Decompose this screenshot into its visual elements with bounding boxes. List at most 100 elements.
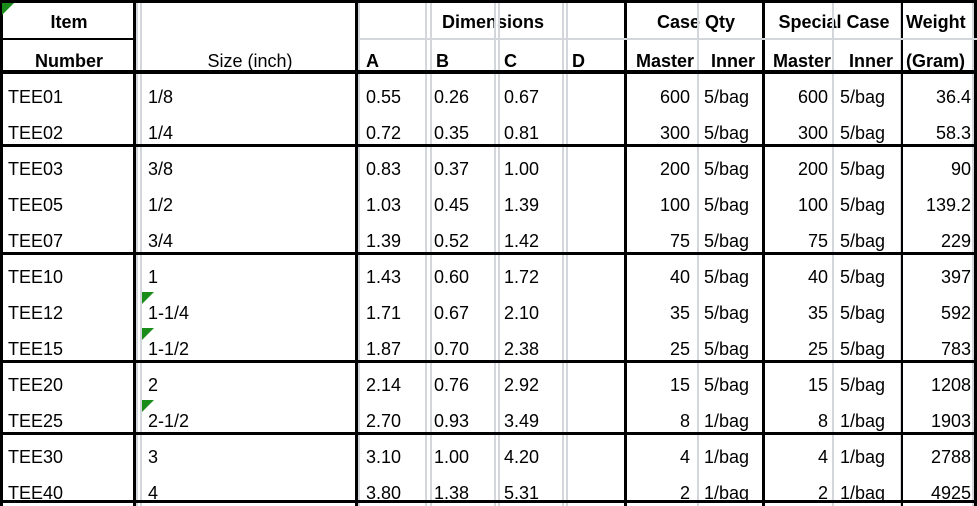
cell-size[interactable]: 3/8 <box>148 159 174 179</box>
cell-size[interactable]: 2-1/2 <box>148 411 190 431</box>
cell-inner[interactable]: 5/bag <box>704 267 750 287</box>
cell-inner[interactable]: 5/bag <box>704 375 750 395</box>
cell-weight[interactable]: 592 <box>940 303 971 323</box>
cell-item[interactable]: TEE40 <box>8 483 64 503</box>
cell-master[interactable]: 4 <box>679 447 690 467</box>
cell-weight[interactable]: 139.2 <box>925 195 971 215</box>
cell-item[interactable]: TEE12 <box>8 303 64 323</box>
cell-dim-c[interactable]: 2.38 <box>504 339 540 359</box>
cell-special-master[interactable]: 100 <box>797 195 828 215</box>
cell-size[interactable]: 3/4 <box>148 231 174 251</box>
cell-dim-c[interactable]: 5.31 <box>504 483 540 503</box>
cell-item[interactable]: TEE05 <box>8 195 64 215</box>
cell-dim-c[interactable]: 1.39 <box>504 195 540 215</box>
cell-item[interactable]: TEE07 <box>8 231 64 251</box>
cell-weight[interactable]: 2788 <box>930 447 971 467</box>
header-number[interactable]: Number <box>34 51 103 71</box>
comment-marker-icon[interactable] <box>142 292 154 304</box>
cell-dim-a[interactable]: 2.14 <box>366 375 402 395</box>
cell-dim-a[interactable]: 2.70 <box>366 411 402 431</box>
cell-inner[interactable]: 5/bag <box>704 159 750 179</box>
cell-dim-c[interactable]: 3.49 <box>504 411 540 431</box>
cell-special-inner[interactable]: 5/bag <box>840 303 886 323</box>
header-dimensions[interactable]: Dimensions <box>441 12 545 32</box>
cell-dim-b[interactable]: 0.37 <box>434 159 470 179</box>
cell-dim-b[interactable]: 1.38 <box>434 483 470 503</box>
cell-master[interactable]: 2 <box>679 483 690 503</box>
cell-dim-a[interactable]: 0.72 <box>366 123 402 143</box>
cell-item[interactable]: TEE03 <box>8 159 64 179</box>
cell-special-inner[interactable]: 1/bag <box>840 483 886 503</box>
cell-master[interactable]: 100 <box>659 195 690 215</box>
cell-dim-b[interactable]: 0.45 <box>434 195 470 215</box>
cell-special-inner[interactable]: 5/bag <box>840 339 886 359</box>
cell-inner[interactable]: 5/bag <box>704 87 750 107</box>
cell-item[interactable]: TEE15 <box>8 339 64 359</box>
cell-master[interactable]: 15 <box>669 375 690 395</box>
cell-inner[interactable]: 1/bag <box>704 411 750 431</box>
header-size[interactable]: Size (inch) <box>207 51 293 71</box>
cell-special-inner[interactable]: 5/bag <box>840 87 886 107</box>
cell-master[interactable]: 40 <box>669 267 690 287</box>
cell-weight[interactable]: 90 <box>950 159 971 179</box>
cell-weight[interactable]: 4925 <box>930 483 971 503</box>
cell-dim-b[interactable]: 0.76 <box>434 375 470 395</box>
cell-weight[interactable]: 229 <box>940 231 971 251</box>
cell-item[interactable]: TEE25 <box>8 411 64 431</box>
cell-dim-c[interactable]: 0.67 <box>504 87 540 107</box>
cell-dim-b[interactable]: 0.67 <box>434 303 470 323</box>
cell-dim-b[interactable]: 0.70 <box>434 339 470 359</box>
cell-special-master[interactable]: 600 <box>797 87 828 107</box>
cell-dim-a[interactable]: 3.80 <box>366 483 402 503</box>
cell-size[interactable]: 1/8 <box>148 87 174 107</box>
cell-size[interactable]: 1-1/4 <box>148 303 190 323</box>
cell-inner[interactable]: 5/bag <box>704 195 750 215</box>
cell-master[interactable]: 75 <box>669 231 690 251</box>
cell-dim-a[interactable]: 1.71 <box>366 303 402 323</box>
cell-inner[interactable]: 5/bag <box>704 303 750 323</box>
cell-dim-c[interactable]: 1.72 <box>504 267 540 287</box>
cell-special-inner[interactable]: 1/bag <box>840 447 886 467</box>
cell-inner[interactable]: 5/bag <box>704 123 750 143</box>
cell-special-inner[interactable]: 5/bag <box>840 231 886 251</box>
cell-item[interactable]: TEE02 <box>8 123 64 143</box>
header-case-qty[interactable]: Case Qty <box>656 12 736 32</box>
cell-size[interactable]: 1 <box>148 267 159 287</box>
cell-special-inner[interactable]: 1/bag <box>840 411 886 431</box>
cell-size[interactable]: 1-1/2 <box>148 339 190 359</box>
cell-dim-b[interactable]: 0.26 <box>434 87 470 107</box>
header-dim-a[interactable]: A <box>366 51 379 71</box>
cell-special-master[interactable]: 25 <box>807 339 828 359</box>
cell-master[interactable]: 25 <box>669 339 690 359</box>
cell-inner[interactable]: 1/bag <box>704 483 750 503</box>
header-item[interactable]: Item <box>50 12 88 32</box>
cell-item[interactable]: TEE10 <box>8 267 64 287</box>
cell-special-master[interactable]: 300 <box>797 123 828 143</box>
header-inner[interactable]: Inner <box>710 51 755 71</box>
cell-dim-b[interactable]: 0.93 <box>434 411 470 431</box>
comment-marker-icon[interactable] <box>142 400 154 412</box>
cell-inner[interactable]: 5/bag <box>704 231 750 251</box>
cell-weight[interactable]: 58.3 <box>935 123 971 143</box>
cell-size[interactable]: 1/4 <box>148 123 174 143</box>
cell-special-master[interactable]: 8 <box>817 411 828 431</box>
cell-special-master[interactable]: 15 <box>807 375 828 395</box>
cell-size[interactable]: 4 <box>148 483 159 503</box>
comment-marker-icon[interactable] <box>142 328 154 340</box>
cell-dim-a[interactable]: 1.87 <box>366 339 402 359</box>
cell-special-master[interactable]: 40 <box>807 267 828 287</box>
cell-dim-c[interactable]: 2.10 <box>504 303 540 323</box>
cell-master[interactable]: 8 <box>679 411 690 431</box>
cell-special-master[interactable]: 4 <box>817 447 828 467</box>
cell-master[interactable]: 200 <box>659 159 690 179</box>
cell-dim-b[interactable]: 0.52 <box>434 231 470 251</box>
cell-dim-a[interactable]: 1.03 <box>366 195 402 215</box>
cell-dim-c[interactable]: 1.42 <box>504 231 540 251</box>
cell-dim-a[interactable]: 0.55 <box>366 87 402 107</box>
cell-special-master[interactable]: 35 <box>807 303 828 323</box>
cell-special-master[interactable]: 75 <box>807 231 828 251</box>
cell-dim-a[interactable]: 1.43 <box>366 267 402 287</box>
cell-item[interactable]: TEE01 <box>8 87 64 107</box>
cell-weight[interactable]: 397 <box>940 267 971 287</box>
cell-weight[interactable]: 783 <box>940 339 971 359</box>
